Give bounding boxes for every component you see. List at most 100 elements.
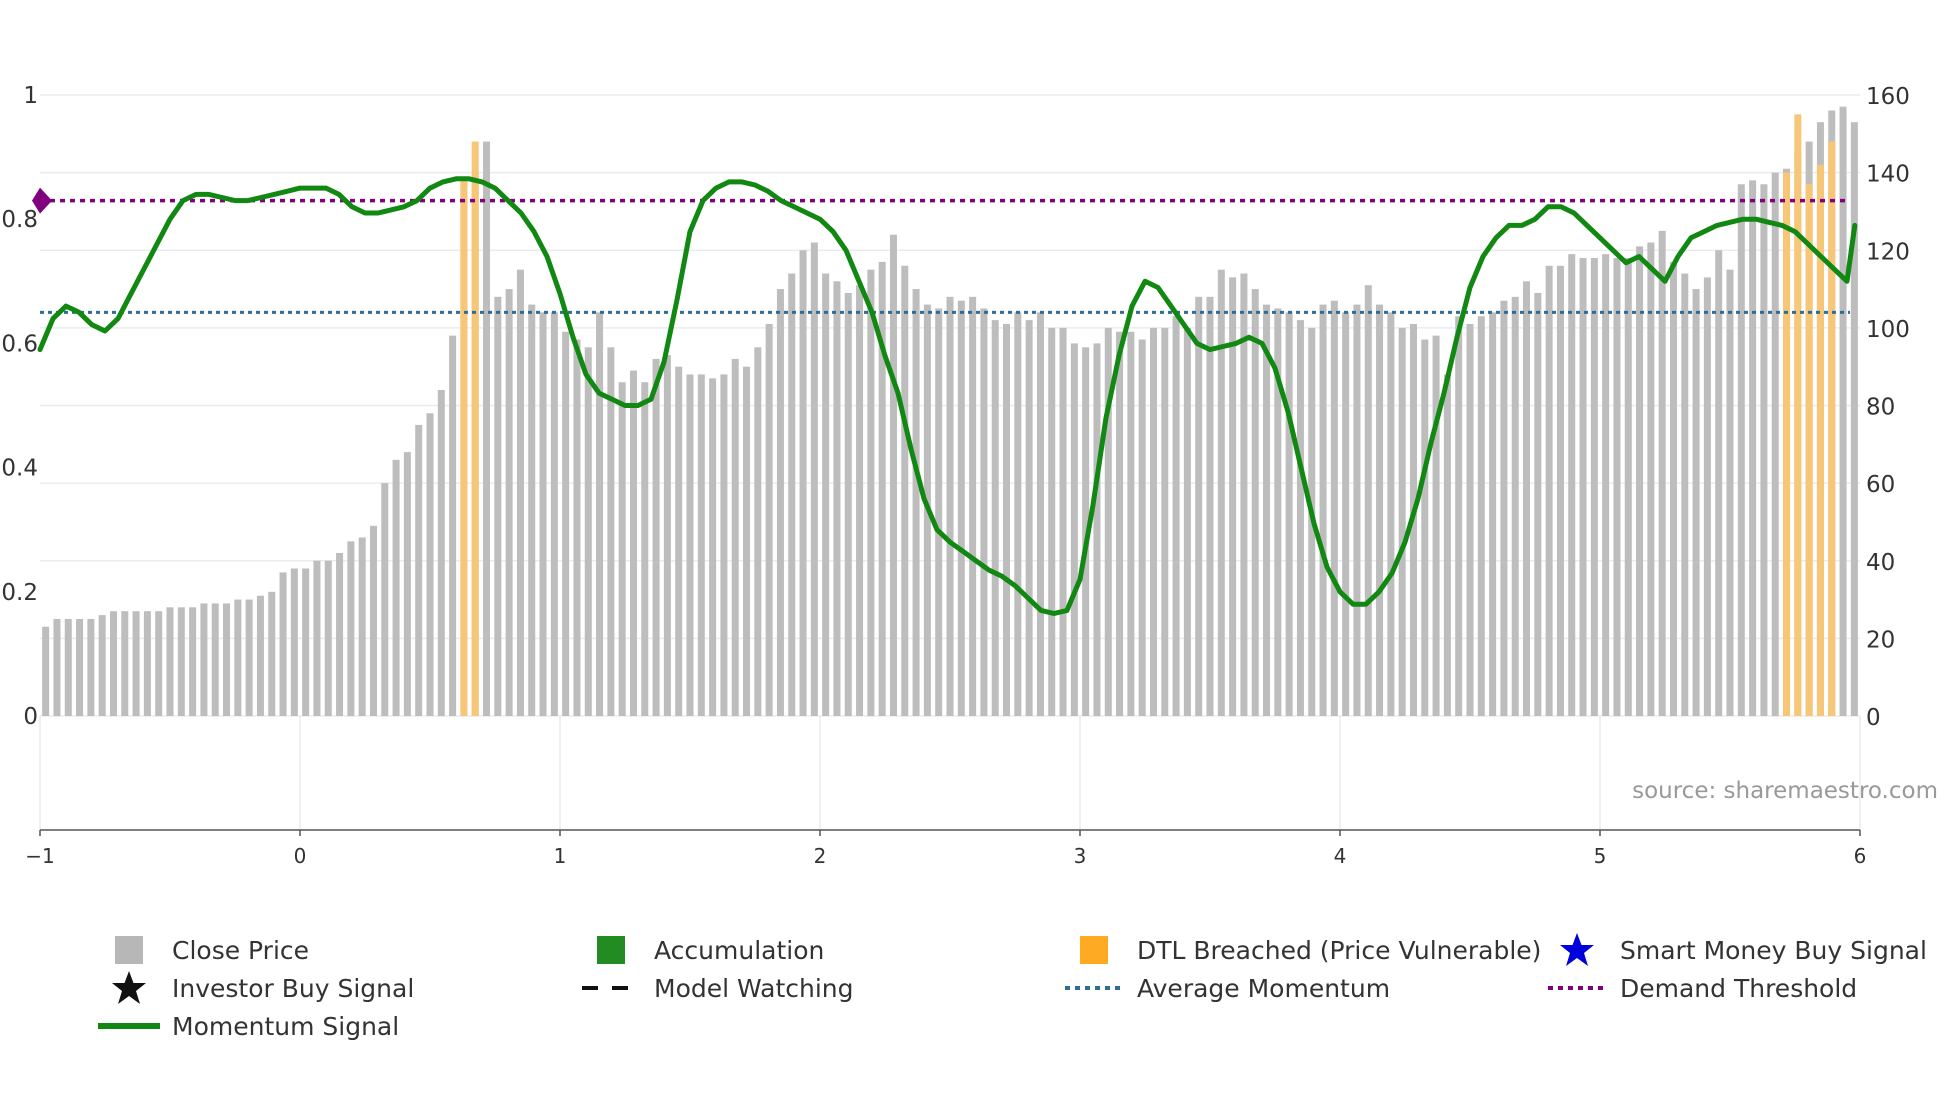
close-price-bar — [980, 308, 988, 716]
close-price-bar — [268, 591, 276, 716]
close-price-bar — [1138, 339, 1146, 716]
y-right-tick-label: 20 — [1866, 627, 1895, 653]
reference-lines — [32, 187, 1850, 314]
legend-item-dtl-breached-price-vulnerable[interactable]: DTL Breached (Price Vulnerable) — [1063, 931, 1541, 969]
close-price-bar — [1342, 312, 1350, 716]
close-price-bar — [1229, 277, 1237, 716]
tick-labels: −1 0 1 2 3 4 5 600.20.40.60.8102040608010012014… — [1, 83, 1909, 868]
close-price-bar — [132, 611, 140, 716]
close-price-bar — [1398, 327, 1406, 716]
close-price-bar — [991, 320, 999, 716]
close-price-bar — [98, 615, 106, 716]
close-price-bar — [663, 355, 671, 716]
y-right-tick-label: 160 — [1866, 84, 1910, 110]
close-price-bar — [53, 618, 61, 716]
y-right-tick-label: 80 — [1866, 395, 1895, 421]
close-price-bar — [1104, 327, 1112, 716]
close-price-bar — [516, 269, 524, 716]
close-price-bar — [189, 607, 197, 716]
close-price-bar — [279, 572, 287, 716]
close-price-bar — [324, 560, 332, 716]
close-price-bar — [155, 611, 163, 716]
close-price-bar — [1285, 312, 1293, 716]
close-price-bar — [1545, 265, 1553, 716]
close-price-bar — [629, 370, 637, 716]
close-price-bar — [969, 296, 977, 716]
close-price-bar — [1534, 292, 1542, 716]
close-price-bar — [867, 269, 875, 716]
legend-swatch-square — [98, 931, 162, 969]
close-price-bar — [946, 296, 954, 716]
close-price-bar — [121, 611, 129, 716]
close-price-bar — [336, 552, 344, 716]
close-price-bars — [42, 106, 1858, 717]
close-price-bar — [1296, 320, 1304, 716]
x-tick-label: 6 — [1854, 844, 1867, 868]
legend-swatch-dash — [580, 969, 644, 1007]
close-price-bar — [109, 611, 117, 716]
y-left-tick-label: 0.4 — [1, 456, 38, 482]
legend-item-model-watching[interactable]: Model Watching — [580, 969, 854, 1007]
close-price-bar — [200, 603, 208, 716]
close-price-bar — [1195, 296, 1203, 716]
legend-item-accumulation[interactable]: Accumulation — [580, 931, 824, 969]
close-price-bar — [743, 366, 751, 716]
legend-swatch-square — [580, 931, 644, 969]
close-price-bar — [1749, 180, 1757, 716]
legend-label: Accumulation — [654, 935, 825, 965]
close-price-bar — [1613, 258, 1621, 716]
close-price-bar — [1602, 254, 1610, 716]
close-price-bar — [1048, 327, 1056, 716]
momentum-signal-path — [37, 176, 1858, 616]
close-price-bar — [1364, 285, 1372, 716]
y-left-tick-label: 0.2 — [1, 580, 38, 606]
close-price-bar — [1082, 347, 1090, 716]
y-right-tick-label: 60 — [1866, 472, 1895, 498]
legend-item-demand-threshold[interactable]: Demand Threshold — [1546, 969, 1857, 1007]
star-icon — [98, 969, 162, 1007]
legend-item-smart-money-buy-signal[interactable]: Smart Money Buy Signal — [1546, 931, 1927, 969]
legend-item-close-price[interactable]: Close Price — [98, 931, 309, 969]
legend-item-momentum-signal[interactable]: Momentum Signal — [98, 1007, 399, 1045]
close-price-bar — [347, 541, 355, 716]
close-price-bar — [1116, 331, 1124, 716]
dtl-breached-bars — [460, 114, 1836, 717]
close-price-bar — [1850, 122, 1858, 716]
x-tick-label: 0 — [294, 844, 307, 868]
x-tick-label: 1 — [554, 844, 567, 868]
close-price-bar — [1376, 304, 1384, 716]
close-price-bar — [1206, 296, 1214, 716]
close-price-bar — [223, 603, 231, 716]
close-price-bar — [912, 289, 920, 716]
close-price-bar — [686, 374, 694, 716]
close-price-bar — [1240, 273, 1248, 716]
close-price-bar — [1647, 242, 1655, 717]
y-left-tick-label: 0.6 — [1, 331, 38, 357]
close-price-bar — [833, 281, 841, 716]
close-price-bar — [550, 312, 558, 716]
x-tick-label: 5 — [1594, 844, 1607, 868]
close-price-bar — [1692, 289, 1700, 716]
close-price-bar — [256, 595, 264, 716]
close-price-bar — [483, 141, 491, 716]
close-price-bar — [1274, 308, 1282, 716]
close-price-bar — [1703, 277, 1711, 716]
close-price-bar — [697, 374, 705, 716]
close-price-bar — [1432, 335, 1440, 716]
legend-label: Demand Threshold — [1620, 973, 1858, 1003]
close-price-bar — [652, 358, 660, 716]
close-price-bar — [776, 289, 784, 716]
close-price-bar — [1636, 246, 1644, 716]
dtl-breached-bar — [1805, 184, 1813, 717]
close-price-bar — [166, 607, 174, 716]
close-price-bar — [528, 304, 536, 716]
close-price-bar — [358, 537, 366, 716]
close-price-bar — [1263, 304, 1271, 716]
legend-item-investor-buy-signal[interactable]: Investor Buy Signal — [98, 969, 414, 1007]
close-price-bar — [957, 300, 965, 716]
close-price-bar — [844, 292, 852, 716]
close-price-bar — [392, 459, 400, 716]
close-price-bar — [889, 234, 897, 716]
legend-item-average-momentum[interactable]: Average Momentum — [1063, 969, 1390, 1007]
close-price-bar — [1556, 265, 1564, 716]
